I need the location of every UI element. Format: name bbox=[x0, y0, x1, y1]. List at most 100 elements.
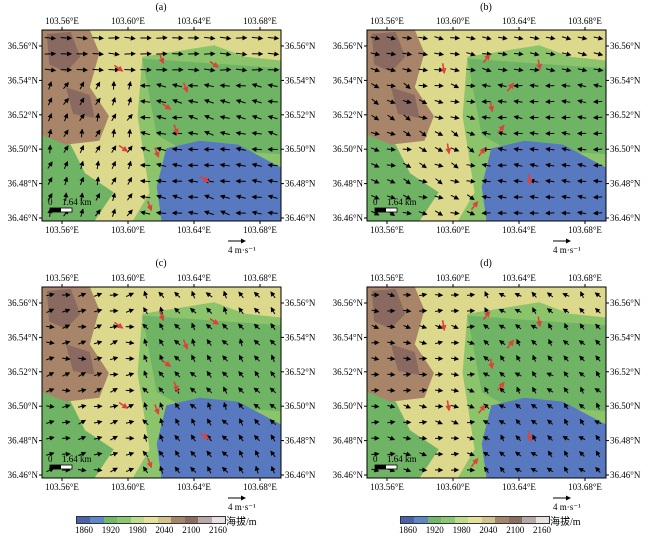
wind-vector bbox=[111, 113, 117, 122]
wind-vector bbox=[450, 147, 460, 152]
wind-vector bbox=[143, 290, 149, 299]
highlight-vectors-b bbox=[440, 53, 543, 211]
plateau-north bbox=[539, 30, 606, 61]
wind-vector bbox=[529, 194, 539, 200]
wind-vector bbox=[221, 435, 229, 441]
peak-northwest bbox=[46, 31, 81, 73]
map-panel-a: 103.56°E 103.56°E 103.60°E 103.60°E 103.64°E… bbox=[8, 16, 316, 255]
wind-vector bbox=[451, 130, 459, 137]
highlight-vector bbox=[113, 321, 124, 329]
wind-vector bbox=[450, 51, 461, 57]
wind-vector bbox=[238, 434, 244, 442]
wind-vector bbox=[531, 370, 537, 378]
wind-vector bbox=[593, 83, 603, 89]
scale-bar: 0 1.64 km bbox=[373, 197, 417, 213]
wind-vector bbox=[403, 130, 412, 137]
wind-vector bbox=[435, 308, 444, 314]
wind-vector bbox=[564, 450, 569, 458]
colorbar-swatch bbox=[184, 517, 199, 523]
wind-vector bbox=[190, 466, 197, 473]
lat-tick-label-right: 36.54°N bbox=[285, 332, 316, 342]
wind-vector bbox=[482, 67, 492, 73]
wind-vector bbox=[450, 83, 460, 89]
wind-vector bbox=[530, 324, 538, 330]
wind-vector bbox=[77, 403, 87, 409]
wind-vector bbox=[93, 451, 103, 457]
wind-vector bbox=[402, 67, 413, 73]
wind-vector bbox=[466, 324, 476, 330]
panel-label-b: (b) bbox=[480, 2, 492, 13]
wind-vector bbox=[47, 81, 53, 90]
wind-vector bbox=[563, 355, 569, 362]
highlight-vector bbox=[209, 60, 220, 68]
wind-vector bbox=[207, 402, 212, 410]
lat-tick-label-right: 36.48°N bbox=[285, 436, 316, 446]
wind-vector bbox=[386, 146, 397, 152]
wind-vector bbox=[127, 80, 133, 90]
wind-vector bbox=[514, 372, 522, 378]
terrain-b bbox=[367, 30, 606, 221]
wind-vector bbox=[564, 322, 569, 331]
wind-vector bbox=[254, 465, 260, 474]
lon-tick-label-bottom: 103.60°E bbox=[436, 225, 470, 235]
colorbar-tick-label: 1980 bbox=[128, 525, 147, 535]
wind-vector bbox=[371, 403, 380, 409]
wind-vector bbox=[466, 67, 476, 73]
wind-vector bbox=[63, 97, 69, 105]
wind-vectors-a bbox=[44, 35, 280, 217]
wind-vector bbox=[564, 418, 569, 426]
wind-vector bbox=[221, 371, 229, 378]
wind-vector bbox=[563, 371, 569, 378]
lat-tick-label-right: 36.50°N bbox=[285, 401, 316, 411]
wind-vector bbox=[94, 209, 101, 217]
wind-vector bbox=[562, 339, 570, 346]
lat-tick-label-left: 36.52°N bbox=[8, 110, 39, 120]
wind-vector bbox=[481, 115, 491, 121]
wind-vector bbox=[143, 401, 149, 410]
map-frame bbox=[366, 286, 607, 479]
wind-vector bbox=[78, 419, 87, 425]
highlight-vector bbox=[445, 143, 452, 155]
highlight-vector bbox=[173, 124, 179, 135]
wind-vector bbox=[419, 146, 428, 153]
wind-vector bbox=[403, 178, 411, 185]
wind-vector bbox=[143, 306, 148, 315]
colorbar-swatch bbox=[427, 517, 442, 523]
wind-vector bbox=[419, 403, 428, 409]
wind-vector bbox=[450, 99, 460, 105]
colorbar-swatch bbox=[481, 517, 496, 523]
wind-vector bbox=[155, 178, 167, 184]
wind-vector bbox=[514, 451, 522, 457]
highlight-vector bbox=[113, 64, 124, 72]
lon-tick-label-top: 103.64°E bbox=[502, 273, 536, 283]
wind-vector bbox=[546, 292, 554, 298]
wind-vector bbox=[371, 467, 380, 473]
wind-vector bbox=[62, 340, 71, 346]
wind-vector bbox=[251, 83, 262, 88]
scale-bar: 0 1.64 km bbox=[48, 197, 92, 213]
terrain-d bbox=[367, 287, 606, 478]
scale-bar-start: 0 bbox=[48, 197, 53, 207]
highlight-vector bbox=[477, 147, 486, 157]
wind-vector bbox=[466, 292, 476, 298]
wind-vector bbox=[529, 35, 540, 41]
lat-tick-label-left: 36.56°N bbox=[333, 41, 364, 51]
wind-vector bbox=[254, 418, 260, 426]
wind-vector bbox=[110, 467, 118, 473]
scale-bar: 0 1.64 km bbox=[373, 454, 417, 470]
wind-vector bbox=[191, 338, 196, 347]
wind-vector bbox=[44, 35, 57, 41]
highlight-vector bbox=[153, 404, 160, 415]
wind-vector bbox=[529, 162, 539, 168]
wind-vector bbox=[174, 371, 181, 378]
highlight-vector bbox=[440, 320, 447, 332]
wind-vector bbox=[63, 129, 69, 137]
wind-vector bbox=[46, 308, 55, 314]
highlight-vectors-c bbox=[113, 310, 220, 469]
wind-vector bbox=[124, 67, 136, 73]
wind-vector bbox=[76, 35, 89, 41]
wind-vector bbox=[451, 324, 459, 329]
wind-vector bbox=[219, 114, 230, 120]
wind-vector bbox=[63, 113, 69, 122]
wind-vector bbox=[450, 115, 460, 121]
